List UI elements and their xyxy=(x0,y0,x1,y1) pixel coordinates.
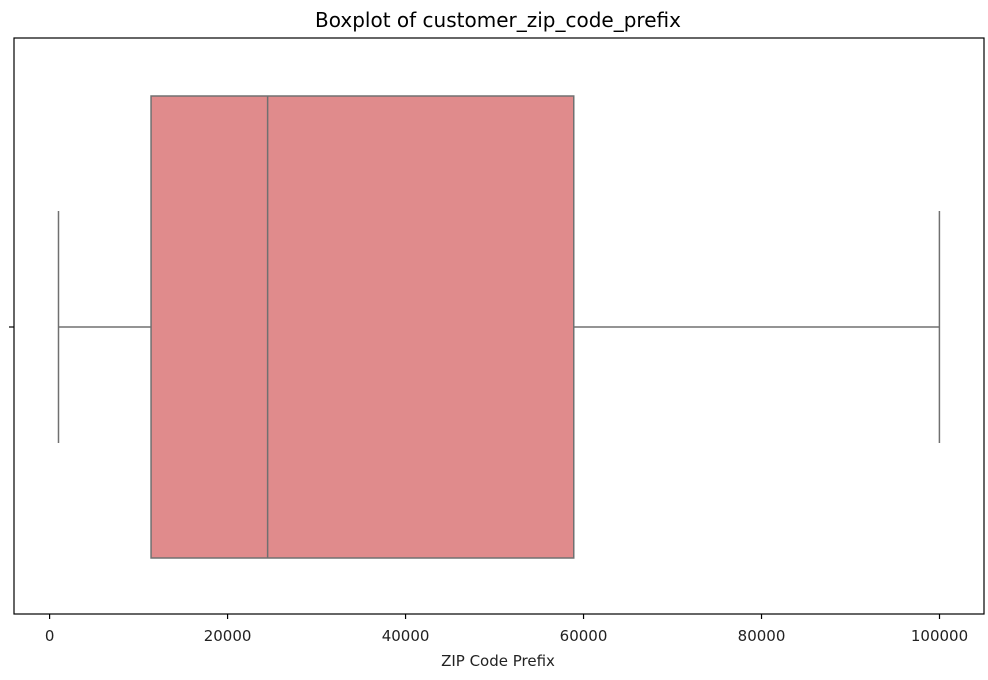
box-iqr xyxy=(150,95,575,559)
x-tick-label: 80000 xyxy=(738,627,786,645)
x-axis-ticks: 0 20000 40000 60000 80000 100000 xyxy=(45,614,968,645)
x-axis-label: ZIP Code Prefix xyxy=(441,652,555,670)
x-tick-label: 100000 xyxy=(911,627,968,645)
plot-area xyxy=(57,95,941,559)
chart-title: Boxplot of customer_zip_code_prefix xyxy=(315,8,681,32)
x-tick-label: 0 xyxy=(45,627,55,645)
x-tick-label: 60000 xyxy=(560,627,608,645)
x-tick-label: 20000 xyxy=(204,627,252,645)
axes-frame xyxy=(13,37,985,615)
x-tick-label: 40000 xyxy=(382,627,430,645)
